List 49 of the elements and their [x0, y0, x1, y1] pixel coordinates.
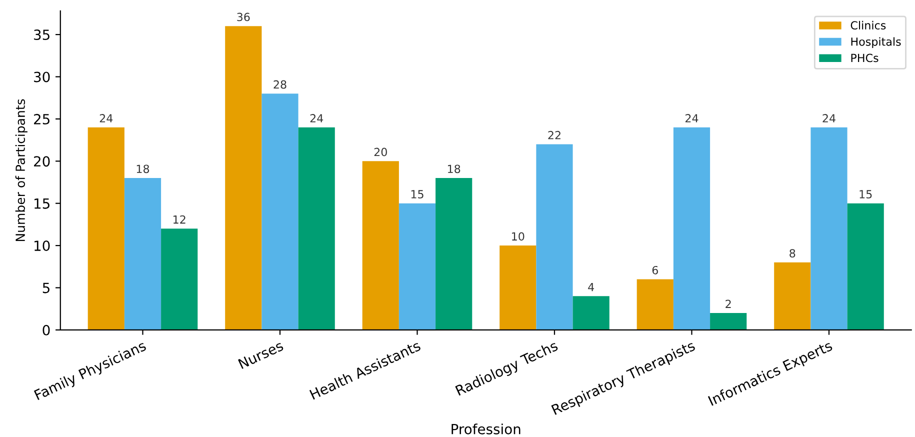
- y-tick-label: 30: [34, 72, 50, 82]
- bar: [710, 313, 747, 330]
- bar: [500, 246, 536, 330]
- data-label: 22: [548, 130, 560, 140]
- legend-label: PHCs: [851, 54, 878, 62]
- legend-label: Hospitals: [851, 37, 901, 48]
- data-label: 36: [237, 12, 250, 22]
- bar: [88, 127, 124, 330]
- data-label: 4: [588, 282, 594, 292]
- data-label: 18: [136, 164, 150, 174]
- data-label: 24: [822, 114, 836, 122]
- y-tick-label: 10: [34, 240, 50, 252]
- bar: [298, 127, 335, 330]
- data-label: 15: [860, 190, 872, 198]
- data-label: 8: [790, 249, 796, 258]
- data-label: 28: [274, 80, 286, 89]
- bar: [398, 203, 436, 330]
- legend-label: Clinics: [850, 20, 886, 30]
- bar: [225, 26, 262, 330]
- data-label: 10: [512, 232, 524, 241]
- bar: [362, 161, 399, 330]
- bar: [436, 178, 472, 330]
- y-tick-label: 0: [42, 324, 50, 336]
- data-label: 18: [448, 164, 460, 174]
- y-tick-label: 20: [34, 156, 50, 167]
- data-label: 20: [374, 148, 387, 156]
- y-axis-title: Number of Participants: [15, 99, 28, 242]
- y-tick-label: 35: [34, 30, 50, 40]
- bar: [572, 296, 610, 330]
- data-label: 24: [310, 114, 324, 122]
- data-label: 15: [411, 190, 424, 198]
- x-axis-title: Profession: [452, 424, 520, 434]
- data-label: 24: [685, 114, 698, 122]
- data-label: 12: [173, 215, 186, 224]
- bar: [161, 228, 198, 330]
- y-tick-label: 25: [34, 114, 50, 124]
- bar: [774, 262, 811, 330]
- y-tick-label: 5: [42, 282, 50, 294]
- bar: [124, 178, 162, 330]
- bar: [636, 279, 674, 330]
- bar: [847, 203, 884, 330]
- bar: [673, 127, 710, 330]
- data-label: 24: [100, 114, 113, 122]
- y-tick-label: 15: [34, 198, 50, 209]
- bar: [810, 127, 848, 330]
- bar: [262, 94, 298, 330]
- data-label: 6: [652, 266, 658, 274]
- data-label: 2: [726, 300, 731, 308]
- bar: [536, 144, 573, 330]
